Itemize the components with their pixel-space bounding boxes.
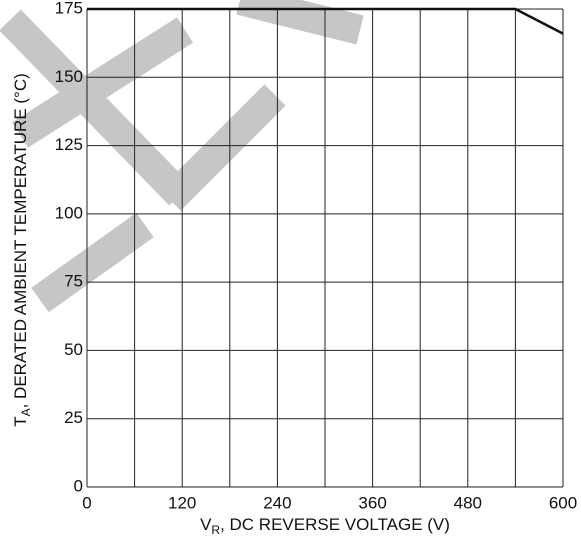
x-tick-label: 480	[454, 493, 482, 512]
x-tick-label: 0	[82, 493, 91, 512]
x-tick-label: 120	[168, 493, 196, 512]
y-tick-label: 0	[74, 476, 83, 495]
y-tick-label: 25	[64, 408, 83, 427]
x-tick-label: 360	[358, 493, 386, 512]
data-line	[87, 7, 564, 35]
y-tick-label: 150	[55, 67, 83, 86]
x-label-sub: R	[211, 523, 220, 537]
y-tick-label: 100	[55, 203, 83, 222]
x-tick-label: 600	[549, 493, 577, 512]
x-label-main: V	[200, 515, 212, 534]
y-label-sub: A	[19, 408, 33, 416]
y-tick-label: 75	[64, 272, 83, 291]
x-axis-label: VR, DC REVERSE VOLTAGE (V)	[200, 515, 450, 537]
y-tick-label: 50	[64, 340, 83, 359]
y-label-main: T	[11, 416, 30, 426]
x-tick-label: 240	[263, 493, 291, 512]
x-label-rest: , DC REVERSE VOLTAGE (V)	[220, 515, 450, 534]
y-tick-label: 125	[55, 135, 83, 154]
y-tick-label: 175	[55, 0, 83, 17]
y-label-rest: , DERATED AMBIENT TEMPERATURE (°C)	[11, 73, 30, 408]
y-axis-label: TA, DERATED AMBIENT TEMPERATURE (°C)	[11, 73, 33, 427]
watermark	[0, 0, 364, 313]
